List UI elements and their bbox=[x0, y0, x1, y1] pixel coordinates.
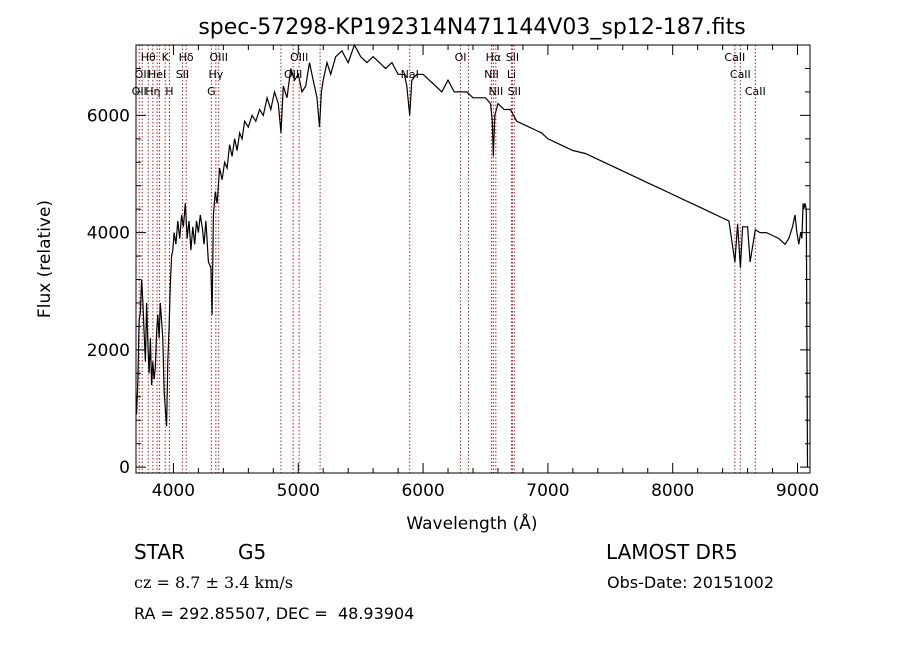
y-tick-label: 2000 bbox=[87, 341, 130, 361]
line-marker-label: HeI bbox=[148, 68, 166, 81]
plot-frame bbox=[135, 44, 811, 474]
line-marker-label: NII bbox=[488, 85, 503, 98]
y-tick-label: 6000 bbox=[87, 106, 130, 126]
line-markers bbox=[138, 45, 756, 473]
line-marker-label: Hδ bbox=[179, 51, 194, 64]
y-axis: 0 2000 4000 6000 bbox=[87, 67, 810, 478]
line-marker-label: SII bbox=[506, 51, 519, 64]
line-marker-label: SII bbox=[176, 68, 189, 81]
observation-date: Obs-Date: 20151002 bbox=[607, 573, 775, 592]
y-tick-label: 4000 bbox=[87, 224, 130, 244]
line-marker-label: Hη bbox=[145, 85, 160, 98]
line-marker-label: K bbox=[162, 51, 170, 64]
spectrum-line bbox=[136, 43, 809, 468]
line-marker-label: SII bbox=[508, 85, 521, 98]
object-class: STAR bbox=[134, 540, 185, 564]
line-marker-label: OIII bbox=[210, 51, 228, 64]
chart-title: spec-57298-KP192314N471144V03_sp12-187.f… bbox=[198, 15, 745, 40]
line-marker-label: OIII bbox=[290, 51, 308, 64]
redshift-readout: cz = 8.7 ± 3.4 km/s bbox=[134, 573, 293, 592]
y-axis-label: Flux (relative) bbox=[35, 200, 55, 318]
x-tick-label: 4000 bbox=[152, 481, 195, 501]
x-axis: 4000 5000 6000 7000 8000 9000 bbox=[152, 45, 819, 501]
x-tick-label: 8000 bbox=[651, 481, 694, 501]
line-marker-label: H bbox=[165, 85, 173, 98]
x-axis-label: Wavelength (Å) bbox=[406, 512, 537, 534]
line-marker-label: OI bbox=[455, 51, 467, 64]
line-marker-label: CaII bbox=[730, 68, 751, 81]
x-tick-label: 6000 bbox=[401, 481, 444, 501]
y-tick-label: 0 bbox=[119, 458, 130, 478]
line-marker-label: Hγ bbox=[208, 68, 223, 81]
coordinates-readout: RA = 292.85507, DEC = 48.93904 bbox=[134, 604, 415, 623]
line-marker-label: Hθ bbox=[141, 51, 156, 64]
x-tick-label: 5000 bbox=[277, 481, 320, 501]
object-subclass: G5 bbox=[238, 540, 267, 564]
line-marker-label: CaII bbox=[745, 85, 766, 98]
line-marker-label: CaII bbox=[724, 51, 745, 64]
line-marker-label: NII bbox=[484, 68, 499, 81]
survey-name: LAMOST DR5 bbox=[606, 540, 738, 564]
line-marker-label: G bbox=[207, 85, 216, 98]
x-tick-label: 7000 bbox=[526, 481, 569, 501]
line-marker-label: Hα bbox=[486, 51, 502, 64]
x-tick-label: 9000 bbox=[776, 481, 819, 501]
line-marker-label: OII bbox=[135, 68, 150, 81]
line-marker-label: Li bbox=[507, 68, 516, 81]
